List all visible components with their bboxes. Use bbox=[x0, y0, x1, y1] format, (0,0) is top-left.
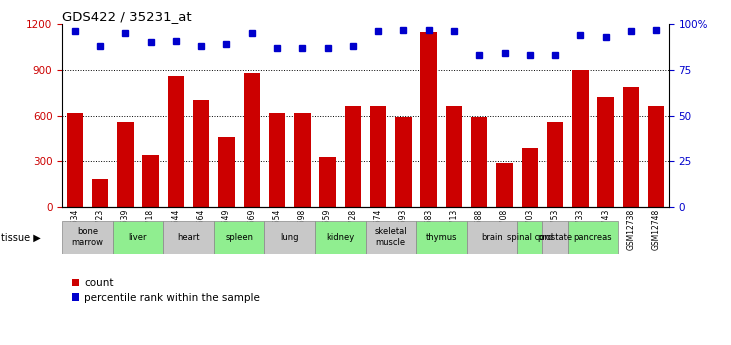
Bar bbox=[117, 122, 134, 207]
Bar bbox=[213, 221, 265, 254]
Bar bbox=[92, 179, 108, 207]
Text: brain: brain bbox=[481, 233, 503, 242]
Bar bbox=[113, 221, 163, 254]
Bar bbox=[466, 221, 518, 254]
Bar bbox=[648, 106, 664, 207]
Text: thymus: thymus bbox=[425, 233, 457, 242]
Bar bbox=[542, 221, 568, 254]
Bar bbox=[265, 221, 315, 254]
Bar bbox=[67, 112, 83, 207]
Bar bbox=[143, 155, 159, 207]
Bar bbox=[62, 221, 113, 254]
Legend: count, percentile rank within the sample: count, percentile rank within the sample bbox=[67, 274, 264, 307]
Bar bbox=[395, 117, 412, 207]
Bar bbox=[597, 97, 614, 207]
Bar bbox=[471, 117, 488, 207]
Text: pancreas: pancreas bbox=[574, 233, 613, 242]
Bar bbox=[518, 221, 542, 254]
Bar bbox=[568, 221, 618, 254]
Bar bbox=[446, 106, 462, 207]
Text: liver: liver bbox=[129, 233, 147, 242]
Text: kidney: kidney bbox=[326, 233, 355, 242]
Text: tissue ▶: tissue ▶ bbox=[1, 233, 41, 243]
Bar bbox=[572, 70, 588, 207]
Text: bone
marrow: bone marrow bbox=[72, 227, 103, 247]
Bar bbox=[243, 73, 260, 207]
Bar bbox=[416, 221, 466, 254]
Text: spleen: spleen bbox=[225, 233, 253, 242]
Bar bbox=[193, 100, 209, 207]
Bar bbox=[344, 106, 361, 207]
Bar bbox=[167, 76, 184, 207]
Text: skeletal
muscle: skeletal muscle bbox=[374, 227, 407, 247]
Bar bbox=[623, 87, 639, 207]
Bar bbox=[163, 221, 213, 254]
Bar bbox=[547, 122, 564, 207]
Bar bbox=[219, 137, 235, 207]
Bar bbox=[269, 112, 285, 207]
Text: GDS422 / 35231_at: GDS422 / 35231_at bbox=[62, 10, 192, 23]
Bar bbox=[294, 112, 311, 207]
Text: prostate: prostate bbox=[537, 233, 572, 242]
Bar bbox=[370, 106, 387, 207]
Bar bbox=[315, 221, 366, 254]
Bar bbox=[420, 32, 437, 207]
Bar bbox=[319, 157, 336, 207]
Bar bbox=[522, 148, 538, 207]
Text: spinal cord: spinal cord bbox=[507, 233, 553, 242]
Text: heart: heart bbox=[178, 233, 200, 242]
Bar bbox=[366, 221, 416, 254]
Bar bbox=[496, 163, 512, 207]
Text: lung: lung bbox=[281, 233, 299, 242]
